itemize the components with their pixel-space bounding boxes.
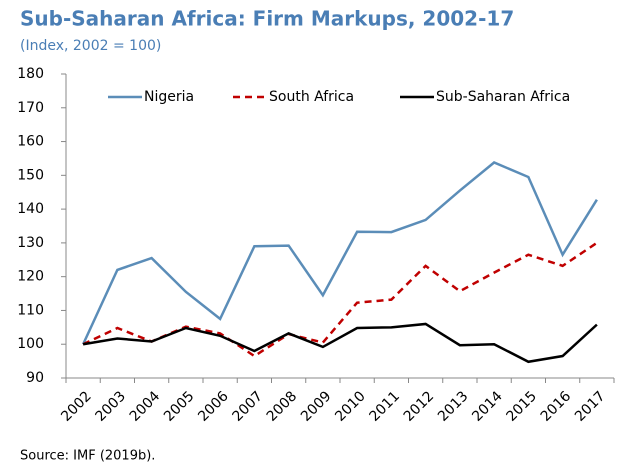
x-tick-label: 2003 xyxy=(93,388,130,425)
x-tick-label: 2002 xyxy=(58,388,95,425)
legend-label: Nigeria xyxy=(144,89,194,105)
chart-subtitle: (Index, 2002 = 100) xyxy=(20,38,161,54)
y-tick-label: 120 xyxy=(17,269,44,285)
y-tick-label: 140 xyxy=(17,201,44,217)
y-tick-label: 90 xyxy=(26,370,44,386)
source-note: Source: IMF (2019b). xyxy=(20,449,155,464)
legend-label: Sub-Saharan Africa xyxy=(436,89,570,105)
x-tick-label: 2017 xyxy=(572,388,609,425)
x-tick-label: 2015 xyxy=(504,388,541,425)
y-tick-label: 150 xyxy=(17,167,44,183)
y-tick-label: 110 xyxy=(17,302,44,318)
legend-label: South Africa xyxy=(269,89,354,105)
y-tick-label: 130 xyxy=(17,235,44,251)
x-tick-label: 2004 xyxy=(127,388,164,425)
x-tick-label: 2007 xyxy=(230,388,267,425)
chart-title: Sub-Saharan Africa: Firm Markups, 2002-1… xyxy=(20,7,514,31)
x-tick-label: 2012 xyxy=(401,388,438,425)
y-tick-label: 180 xyxy=(17,66,44,82)
series-line xyxy=(81,161,598,345)
x-tick-label: 2011 xyxy=(367,388,404,425)
x-tick-label: 2009 xyxy=(298,388,335,425)
x-tick-label: 2014 xyxy=(469,388,506,425)
x-tick-label: 2016 xyxy=(538,388,575,425)
x-tick-label: 2005 xyxy=(161,388,198,425)
x-tick-label: 2006 xyxy=(195,388,232,425)
x-tick-label: 2010 xyxy=(332,388,369,425)
series-line xyxy=(82,322,598,364)
series-line xyxy=(82,241,598,358)
x-tick-label: 2013 xyxy=(435,388,472,425)
x-tick-label: 2008 xyxy=(264,388,301,425)
y-tick-label: 100 xyxy=(17,336,44,352)
y-tick-label: 170 xyxy=(17,100,44,116)
y-tick-label: 160 xyxy=(17,134,44,150)
